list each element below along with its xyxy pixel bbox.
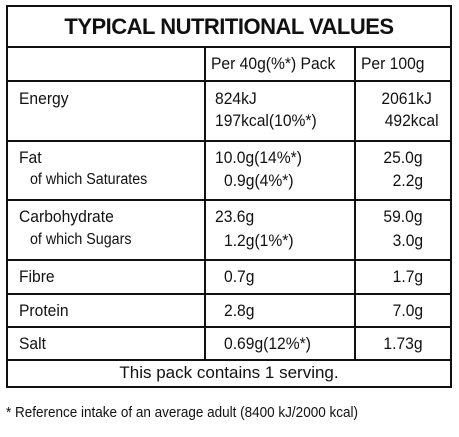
protein-100g: 7.0g bbox=[392, 301, 423, 320]
nutrition-label: TYPICAL NUTRITIONAL VALUES Per 40g(%*) P… bbox=[6, 5, 452, 388]
divider bbox=[8, 46, 450, 48]
label-title: TYPICAL NUTRITIONAL VALUES bbox=[64, 14, 394, 39]
salt-100g: 1.73g bbox=[383, 334, 423, 353]
divider bbox=[8, 259, 450, 261]
header-per-pack: Per 40g(%*) Pack bbox=[211, 54, 336, 73]
salt-label: Salt bbox=[19, 334, 46, 353]
fibre-100g: 1.7g bbox=[392, 267, 423, 286]
sugars-label: of which Sugars bbox=[30, 231, 132, 248]
divider bbox=[8, 140, 450, 142]
carbohydrate-100g: 59.0g bbox=[383, 207, 423, 226]
servings-note: This pack contains 1 serving. bbox=[119, 363, 339, 382]
saturates-pack: 0.9g(4%*) bbox=[224, 171, 294, 190]
energy-100g-kj: 2061kJ bbox=[381, 89, 432, 108]
saturates-100g: 2.2g bbox=[392, 171, 423, 190]
energy-100g-kcal: 492kcal bbox=[385, 111, 439, 130]
energy-pack-kj: 824kJ bbox=[215, 89, 257, 108]
saturates-label: of which Saturates bbox=[30, 171, 148, 188]
divider bbox=[8, 326, 450, 328]
sugars-100g: 3.0g bbox=[392, 231, 423, 250]
fat-pack: 10.0g(14%*) bbox=[215, 148, 302, 167]
carbohydrate-label: Carbohydrate bbox=[19, 207, 114, 226]
header-per-100g: Per 100g bbox=[361, 54, 425, 73]
fat-label: Fat bbox=[19, 148, 42, 167]
fibre-label: Fibre bbox=[19, 267, 55, 286]
energy-pack-kcal: 197kcal(10%*) bbox=[215, 111, 317, 130]
divider bbox=[8, 359, 450, 361]
salt-pack: 0.69g(12%*) bbox=[224, 334, 311, 353]
fibre-pack: 0.7g bbox=[224, 267, 255, 286]
protein-pack: 2.8g bbox=[224, 301, 255, 320]
column-divider bbox=[354, 46, 356, 359]
divider bbox=[8, 293, 450, 295]
fat-100g: 25.0g bbox=[383, 148, 423, 167]
carbohydrate-pack: 23.6g bbox=[215, 207, 255, 226]
divider bbox=[8, 199, 450, 201]
divider bbox=[8, 80, 450, 82]
protein-label: Protein bbox=[19, 301, 69, 320]
energy-label: Energy bbox=[19, 89, 69, 108]
reference-intake-footnote: * Reference intake of an average adult (… bbox=[6, 404, 358, 421]
sugars-pack: 1.2g(1%*) bbox=[224, 231, 294, 250]
column-divider bbox=[204, 46, 206, 359]
